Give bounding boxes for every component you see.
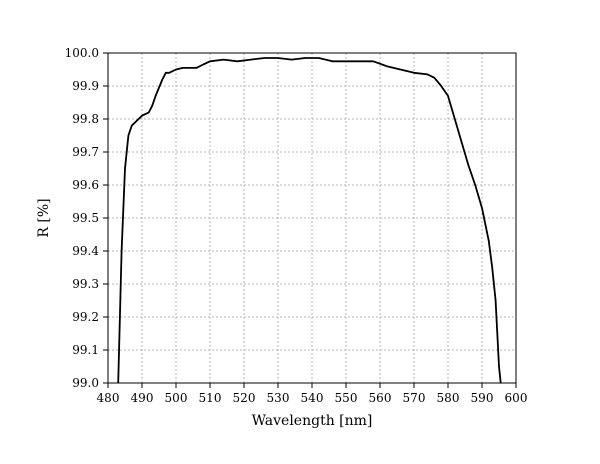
- y-tick-label: 99.4: [72, 244, 99, 258]
- y-tick-label: 99.8: [72, 112, 99, 126]
- x-tick-label: 570: [403, 391, 426, 405]
- y-tick-label: 99.7: [72, 145, 99, 159]
- x-tick-label: 480: [97, 391, 120, 405]
- plot-frame: [107, 52, 517, 384]
- series: [117, 57, 502, 384]
- reflectance-series-line: [117, 57, 502, 384]
- y-tick-label: 99.6: [72, 178, 99, 192]
- x-tick-label: 560: [369, 391, 392, 405]
- x-tick-label: 520: [233, 391, 256, 405]
- x-tick-label: 590: [471, 391, 494, 405]
- y-tick-label: 99.0: [72, 376, 99, 390]
- x-tick-label: 540: [301, 391, 324, 405]
- y-tick-label: 99.2: [72, 310, 99, 324]
- y-axis-title: R [%]: [36, 198, 52, 237]
- y-tick-label: 99.3: [72, 277, 99, 291]
- y-tick-label: 99.5: [72, 211, 99, 225]
- x-tick-label: 550: [335, 391, 358, 405]
- x-tick-label: 600: [505, 391, 528, 405]
- y-tick-label: 100.0: [65, 46, 99, 60]
- y-tick-label: 99.1: [72, 343, 99, 357]
- x-tick-label: 510: [199, 391, 222, 405]
- x-tick-label: 530: [267, 391, 290, 405]
- ticks: [103, 52, 517, 388]
- x-tick-labels: 480 490 500 510 520 530 540 550 560 570 580 590 600: [97, 391, 528, 405]
- y-tick-label: 99.9: [72, 79, 99, 93]
- grid: [108, 53, 516, 383]
- y-tick-labels: 99.0 99.1 99.2 99.3 99.4 99.5 99.6 99.7 99.8 99.9…: [65, 46, 100, 390]
- x-tick-label: 580: [437, 391, 460, 405]
- x-tick-label: 500: [165, 391, 188, 405]
- x-tick-label: 490: [131, 391, 154, 405]
- x-axis-title: Wavelength [nm]: [252, 413, 373, 429]
